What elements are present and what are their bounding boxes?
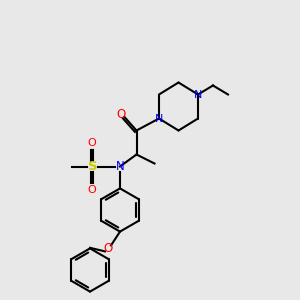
Text: N: N	[194, 89, 202, 100]
Text: O: O	[116, 107, 125, 121]
Text: O: O	[87, 184, 96, 195]
Text: O: O	[87, 138, 96, 148]
Text: S: S	[88, 160, 98, 173]
Text: N: N	[116, 160, 124, 173]
Text: N: N	[154, 113, 163, 124]
Text: O: O	[103, 242, 112, 255]
